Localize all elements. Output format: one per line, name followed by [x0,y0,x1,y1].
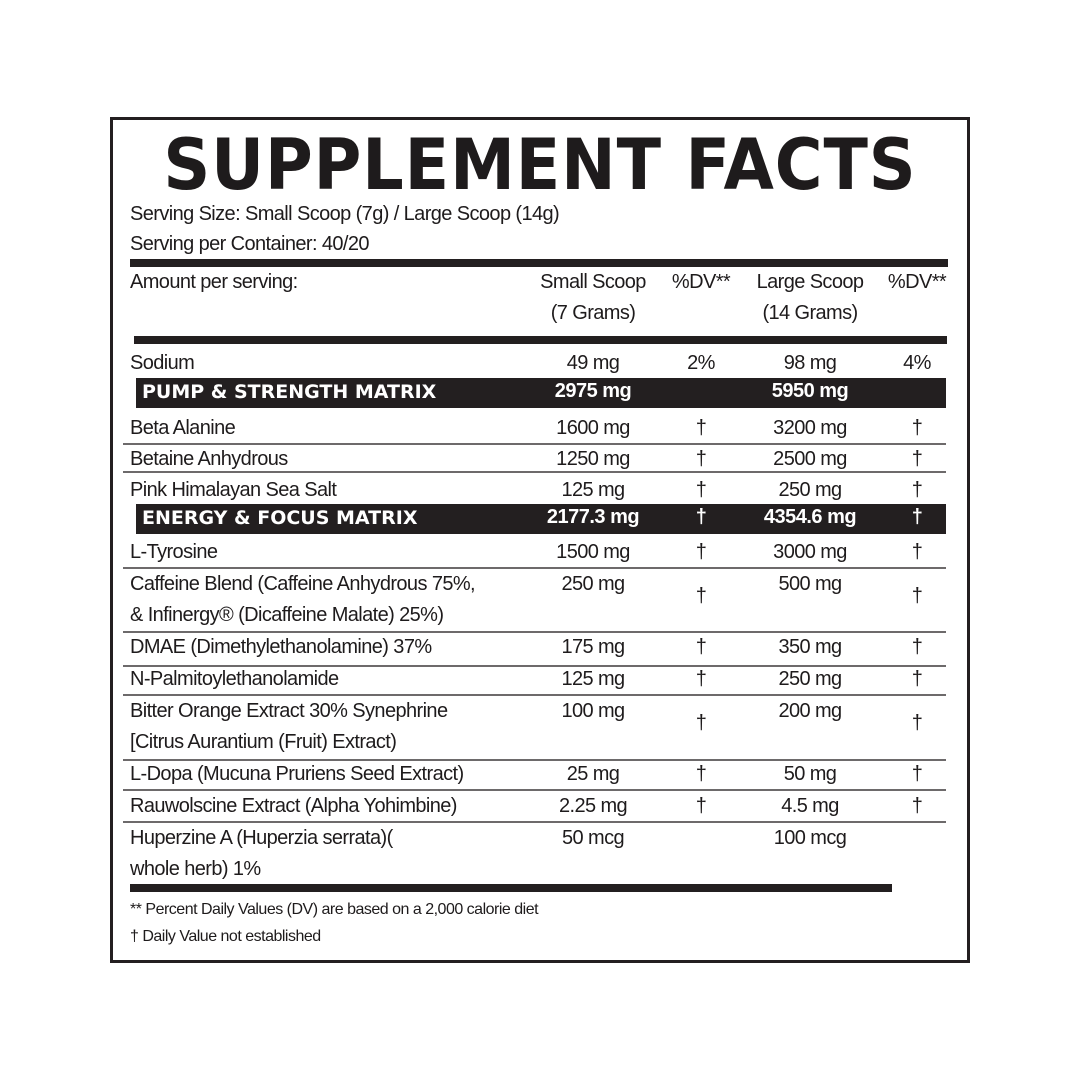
ingredient-small: 2.25 mg [558,795,628,817]
ingredient-small: 250 mg [561,573,625,595]
ingredient-name: DMAE (Dimethylethanolamine) 37% [130,636,432,658]
ingredient-dv1: † [695,585,707,607]
ingredient-name: L-Dopa (Mucuna Pruriens Seed Extract) [130,763,464,785]
ingredient-dv1: 2% [687,352,715,374]
ingredient-large: 4.5 mg [781,795,839,817]
ingredient-dv2: † [911,417,923,439]
ingredient-large: 3200 mg [773,417,847,439]
ingredient-small: 125 mg [561,479,625,501]
row-divider [123,759,946,761]
ingredient-large: 98 mg [783,352,837,374]
dv-large-header: %DV** [887,271,947,293]
ingredient-dv2: † [911,668,923,690]
matrix-large: 4354.6 mg [763,506,857,528]
ingredient-large: 350 mg [778,636,842,658]
ingredient-dv2: † [911,479,923,501]
ingredient-dv1: † [695,448,707,470]
matrix-small: 2975 mg [554,380,632,402]
ingredient-name: L-Tyrosine [130,541,218,563]
ingredient-small: 125 mg [561,668,625,690]
ingredient-small: 1600 mg [556,417,630,439]
ingredient-dv2: † [911,636,923,658]
row-divider [123,567,946,569]
ingredient-dv2: † [911,585,923,607]
ingredient-name: Betaine Anhydrous [130,448,288,470]
serving-size: Serving Size: Small Scoop (7g) / Large S… [130,203,560,225]
ingredient-dv1: † [695,479,707,501]
ingredient-large: 3000 mg [773,541,847,563]
matrix-large: 5950 mg [771,380,849,402]
matrix-name: ENERGY & FOCUS MATRIX [142,507,418,529]
row-divider [123,821,946,823]
row-divider [123,443,946,445]
matrix-dv1: † [695,506,707,528]
small-scoop-header: Small Scoop [540,271,646,293]
ingredient-large: 500 mg [778,573,842,595]
ingredient-small: 1500 mg [556,541,630,563]
matrix-name: PUMP & STRENGTH MATRIX [142,381,437,403]
ingredient-name: whole herb) 1% [130,858,261,880]
ingredient-small: 1250 mg [556,448,630,470]
matrix-small: 2177.3 mg [546,506,640,528]
ingredient-dv2: † [911,712,923,734]
ingredient-name: Rauwolscine Extract (Alpha Yohimbine) [130,795,457,817]
ingredient-name: Huperzine A (Huperzia serrata)( [130,827,393,849]
matrix-header-band: ENERGY & FOCUS MATRIX 2177.3 mg † 4354.6 mg… [136,504,946,534]
ingredient-small: 100 mg [561,700,625,722]
row-divider [123,631,946,633]
ingredient-dv1: † [695,668,707,690]
ingredient-dv1: † [695,417,707,439]
ingredient-dv1: † [695,712,707,734]
ingredient-name: N-Palmitoylethanolamide [130,668,339,690]
ingredient-small: 50 mcg [562,827,625,849]
ingredient-small: 49 mg [566,352,620,374]
ingredient-large: 250 mg [778,479,842,501]
ingredient-large: 2500 mg [773,448,847,470]
panel-title: SUPPLEMENT FACTS [163,124,917,206]
ingredient-dv1: † [695,636,707,658]
ingredient-dv1: † [695,763,707,785]
ingredient-name: Beta Alanine [130,417,236,439]
large-scoop-header: Large Scoop [756,271,864,293]
ingredient-name: [Citrus Aurantium (Fruit) Extract) [130,731,397,753]
divider-thick [130,884,892,892]
footnote-dagger: † Daily Value not established [130,928,321,945]
ingredient-dv2: † [911,541,923,563]
supplement-facts-panel [110,117,970,963]
ingredient-dv1: † [695,795,707,817]
ingredient-dv2: † [911,795,923,817]
ingredient-dv2: † [911,763,923,785]
ingredient-large: 250 mg [778,668,842,690]
ingredient-name: Caffeine Blend (Caffeine Anhydrous 75%, [130,573,476,595]
ingredient-dv2: † [911,448,923,470]
row-divider [123,694,946,696]
matrix-header-band: PUMP & STRENGTH MATRIX 2975 mg 5950 mg [136,378,946,408]
row-divider [123,471,946,473]
ingredient-dv2: 4% [903,352,931,374]
dv-small-header: %DV** [671,271,731,293]
ingredient-name: Sodium [130,352,195,374]
ingredient-name: Bitter Orange Extract 30% Synephrine [130,700,448,722]
small-scoop-grams: (7 Grams) [550,302,636,324]
ingredient-dv1: † [695,541,707,563]
ingredient-small: 25 mg [566,763,620,785]
footnote-dv: ** Percent Daily Values (DV) are based o… [130,901,539,918]
row-divider [123,665,946,667]
ingredient-name: & Infinergy® (Dicaffeine Malate) 25%) [130,604,444,626]
ingredient-name: Pink Himalayan Sea Salt [130,479,337,501]
ingredient-large: 50 mg [783,763,837,785]
divider-thick [134,336,947,344]
matrix-dv2: † [911,506,923,528]
divider-thick [130,259,948,267]
large-scoop-grams: (14 Grams) [762,302,858,324]
ingredient-large: 100 mcg [773,827,847,849]
ingredient-large: 200 mg [778,700,842,722]
ingredient-small: 175 mg [561,636,625,658]
amount-per-serving-label: Amount per serving: [130,271,298,293]
servings-per-container: Serving per Container: 40/20 [130,233,370,255]
row-divider [123,789,946,791]
